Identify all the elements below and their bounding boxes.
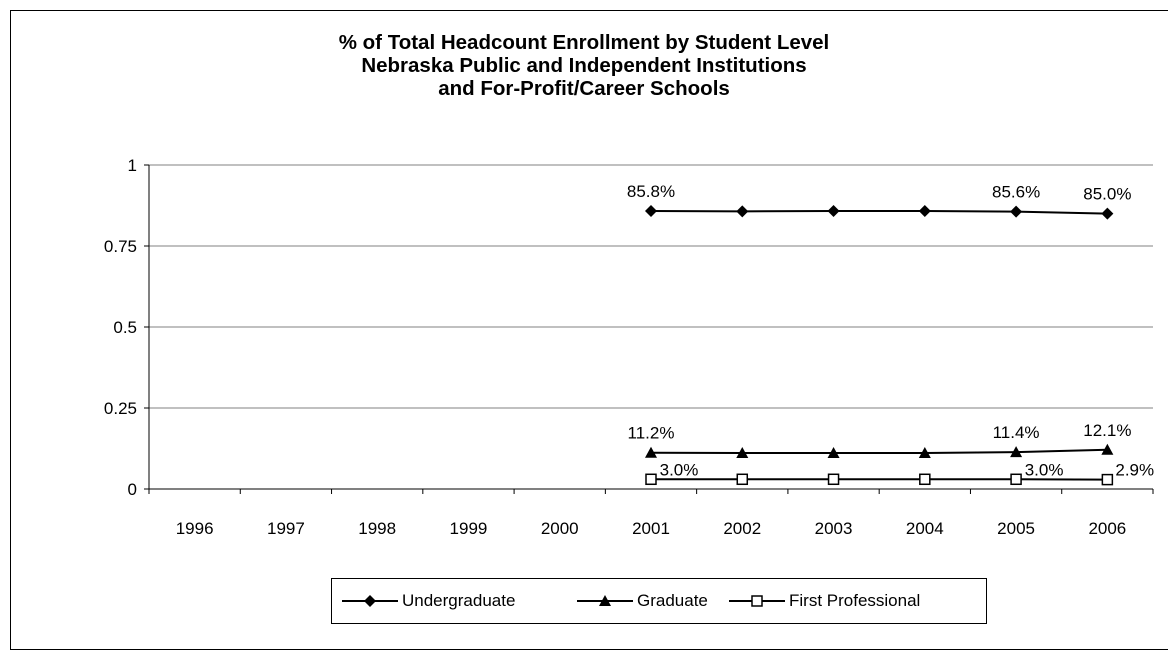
legend-item-undergraduate: Undergraduate xyxy=(342,589,515,613)
x-tick-label: 2006 xyxy=(1088,519,1126,538)
legend-item-graduate: Graduate xyxy=(577,589,708,613)
y-tick-label: 0.75 xyxy=(104,237,137,256)
data-label: 12.1% xyxy=(1083,421,1131,440)
x-tick-label: 2005 xyxy=(997,519,1035,538)
series-line-undergraduate xyxy=(651,211,1107,214)
x-tick-label: 1997 xyxy=(267,519,305,538)
series-line-graduate xyxy=(651,450,1107,453)
data-point xyxy=(737,474,747,484)
x-tick-label: 2004 xyxy=(906,519,944,538)
legend-label-graduate: Graduate xyxy=(637,591,708,611)
y-tick-label: 0.25 xyxy=(104,399,137,418)
data-point xyxy=(828,205,840,217)
legend-label-undergraduate: Undergraduate xyxy=(402,591,515,611)
x-tick-label: 1998 xyxy=(358,519,396,538)
x-tick-label: 2000 xyxy=(541,519,579,538)
x-tick-label: 2001 xyxy=(632,519,670,538)
data-point xyxy=(736,205,748,217)
data-label: 11.2% xyxy=(628,424,675,443)
data-label: 3.0% xyxy=(660,460,699,479)
data-point xyxy=(1102,475,1112,485)
x-tick-label: 2003 xyxy=(815,519,853,538)
data-point xyxy=(1010,206,1022,218)
legend-item-first-professional: First Professional xyxy=(729,589,920,613)
legend-label-first-professional: First Professional xyxy=(789,591,920,611)
y-tick-label: 0 xyxy=(128,480,137,499)
diamond-marker-icon xyxy=(342,594,398,608)
plot-area: 0 0.25 0.5 0.75 1 1996 1997 1998 1999 2000 2001 200… xyxy=(0,0,1168,624)
triangle-marker-icon xyxy=(577,594,633,608)
legend: Undergraduate Graduate First Professiona… xyxy=(331,578,987,624)
x-tick-label: 2002 xyxy=(723,519,761,538)
data-label: 85.8% xyxy=(627,182,675,201)
data-point xyxy=(645,205,657,217)
data-label: 2.9% xyxy=(1115,461,1154,480)
data-point xyxy=(1011,474,1021,484)
data-point xyxy=(646,474,656,484)
x-tick-label: 1996 xyxy=(176,519,214,538)
y-tick-label: 1 xyxy=(128,156,137,175)
data-point xyxy=(919,205,931,217)
data-label: 11.4% xyxy=(993,423,1040,442)
data-label: 85.0% xyxy=(1083,185,1131,204)
data-point xyxy=(920,474,930,484)
data-point xyxy=(1101,208,1113,220)
x-tick-label: 1999 xyxy=(450,519,488,538)
data-label: 85.6% xyxy=(992,183,1040,202)
square-marker-icon xyxy=(729,594,785,608)
data-label: 3.0% xyxy=(1025,460,1064,479)
data-point xyxy=(829,474,839,484)
y-tick-label: 0.5 xyxy=(113,318,137,337)
